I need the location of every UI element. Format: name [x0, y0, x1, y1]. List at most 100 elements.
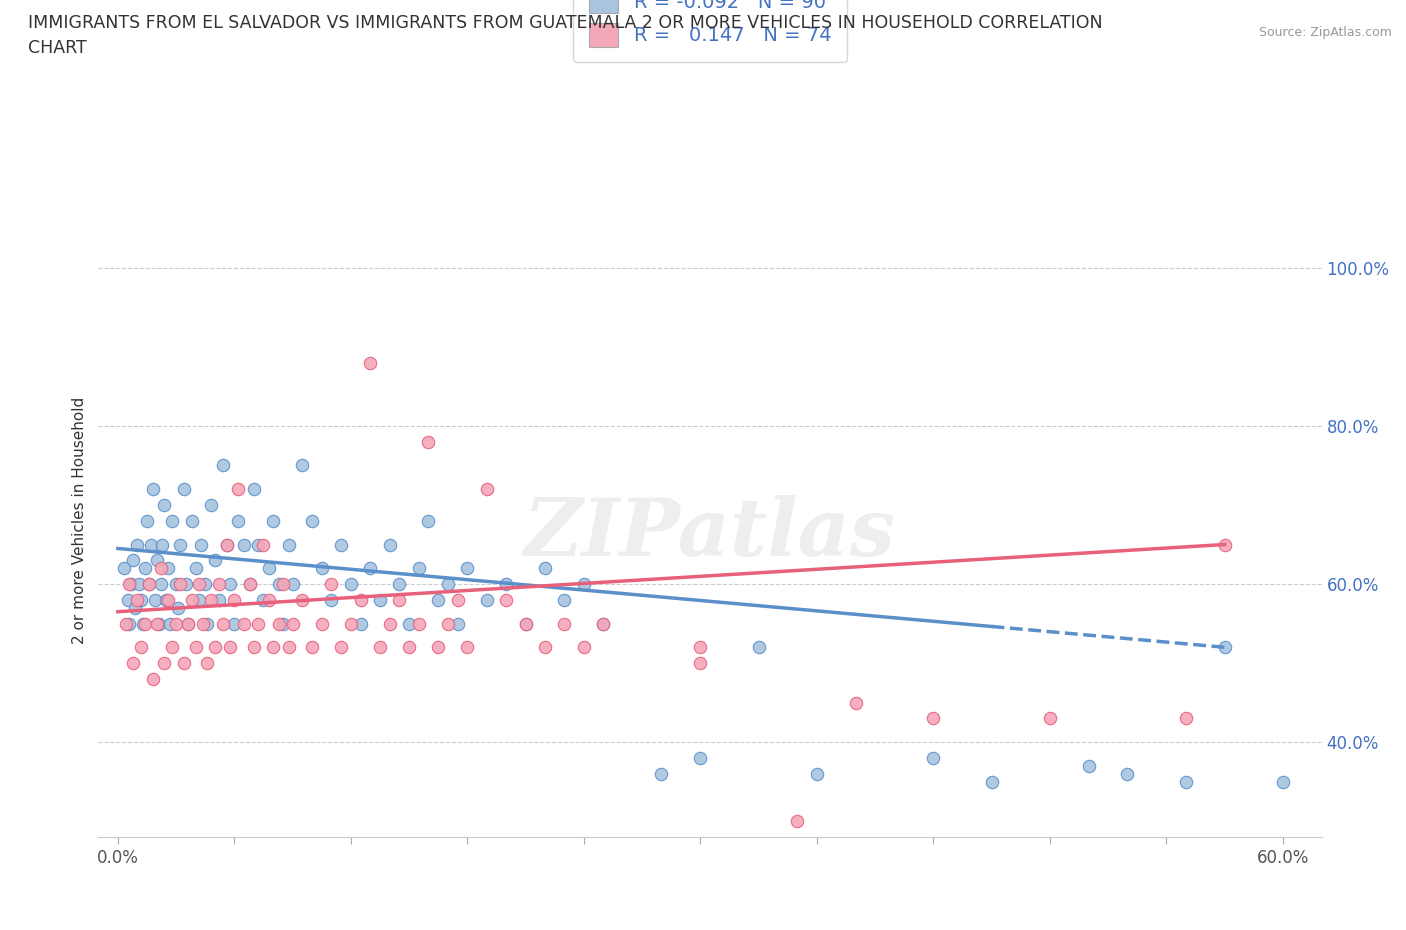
- Point: [786, 814, 808, 829]
- Point: [114, 616, 136, 631]
- Point: [1077, 759, 1099, 774]
- Point: [149, 577, 172, 591]
- Point: [215, 538, 238, 552]
- Point: [129, 592, 152, 607]
- Point: [165, 616, 187, 631]
- Point: [134, 616, 156, 631]
- Point: [301, 640, 323, 655]
- Point: [340, 577, 363, 591]
- Point: [195, 616, 218, 631]
- Point: [219, 577, 242, 591]
- Point: [252, 592, 274, 607]
- Point: [239, 577, 262, 591]
- Point: [132, 616, 155, 631]
- Point: [122, 656, 145, 671]
- Point: [437, 616, 460, 631]
- Point: [291, 458, 314, 473]
- Point: [242, 482, 264, 497]
- Point: [262, 513, 284, 528]
- Point: [153, 656, 176, 671]
- Point: [173, 656, 195, 671]
- Point: [211, 616, 233, 631]
- Point: [456, 561, 478, 576]
- Point: [246, 538, 269, 552]
- Point: [117, 592, 139, 607]
- Point: [165, 577, 187, 591]
- Point: [388, 592, 411, 607]
- Point: [160, 513, 183, 528]
- Point: [1116, 766, 1139, 781]
- Point: [142, 671, 165, 686]
- Point: [301, 513, 323, 528]
- Text: Source: ZipAtlas.com: Source: ZipAtlas.com: [1258, 26, 1392, 39]
- Point: [233, 538, 256, 552]
- Point: [349, 616, 371, 631]
- Point: [592, 616, 614, 631]
- Text: IMMIGRANTS FROM EL SALVADOR VS IMMIGRANTS FROM GUATEMALA 2 OR MORE VEHICLES IN H: IMMIGRANTS FROM EL SALVADOR VS IMMIGRANT…: [28, 14, 1102, 32]
- Point: [845, 696, 868, 711]
- Point: [359, 355, 381, 370]
- Text: ZIPatlas: ZIPatlas: [524, 495, 896, 572]
- Point: [398, 640, 420, 655]
- Point: [418, 513, 440, 528]
- Point: [267, 577, 290, 591]
- Point: [160, 640, 183, 655]
- Point: [224, 592, 246, 607]
- Point: [475, 482, 498, 497]
- Point: [262, 640, 284, 655]
- Point: [157, 592, 180, 607]
- Point: [122, 552, 145, 567]
- Point: [153, 498, 176, 512]
- Point: [553, 616, 575, 631]
- Point: [190, 538, 212, 552]
- Point: [138, 577, 160, 591]
- Point: [427, 640, 450, 655]
- Point: [128, 577, 150, 591]
- Point: [239, 577, 262, 591]
- Point: [495, 577, 517, 591]
- Point: [534, 561, 557, 576]
- Point: [437, 577, 460, 591]
- Point: [129, 640, 152, 655]
- Point: [689, 656, 711, 671]
- Point: [1213, 538, 1236, 552]
- Point: [118, 616, 141, 631]
- Point: [188, 577, 211, 591]
- Point: [259, 592, 281, 607]
- Point: [177, 616, 200, 631]
- Point: [515, 616, 537, 631]
- Point: [204, 640, 226, 655]
- Point: [398, 616, 420, 631]
- Point: [149, 561, 172, 576]
- Point: [226, 513, 249, 528]
- Point: [368, 640, 391, 655]
- Point: [277, 640, 299, 655]
- Point: [195, 656, 218, 671]
- Point: [148, 616, 170, 631]
- Point: [194, 577, 217, 591]
- Point: [120, 577, 142, 591]
- Point: [208, 577, 231, 591]
- Point: [211, 458, 233, 473]
- Point: [112, 561, 135, 576]
- Point: [173, 482, 195, 497]
- Point: [980, 774, 1002, 789]
- Point: [321, 592, 343, 607]
- Point: [388, 577, 411, 591]
- Point: [267, 616, 290, 631]
- Point: [408, 616, 430, 631]
- Point: [922, 711, 945, 725]
- Point: [226, 482, 249, 497]
- Y-axis label: 2 or more Vehicles in Household: 2 or more Vehicles in Household: [72, 397, 87, 644]
- Point: [1271, 774, 1294, 789]
- Point: [193, 616, 215, 631]
- Point: [118, 577, 141, 591]
- Point: [368, 592, 391, 607]
- Point: [321, 577, 343, 591]
- Point: [200, 498, 222, 512]
- Point: [143, 592, 166, 607]
- Point: [330, 538, 353, 552]
- Point: [806, 766, 828, 781]
- Point: [215, 538, 238, 552]
- Point: [534, 640, 557, 655]
